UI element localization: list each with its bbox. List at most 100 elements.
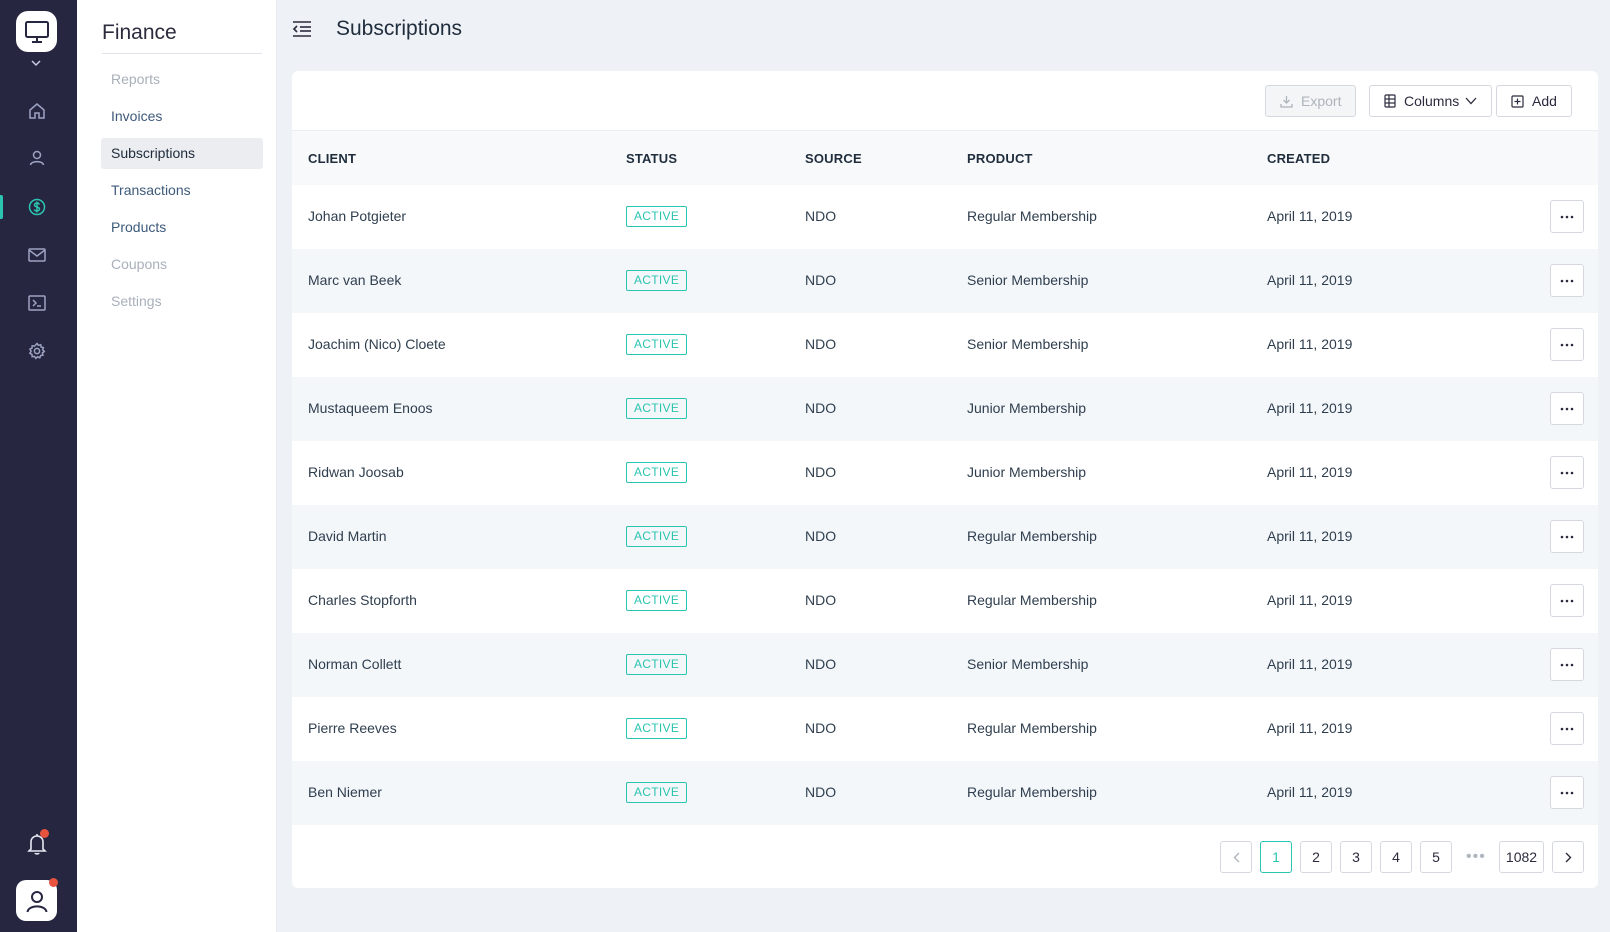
created-cell: April 11, 2019 — [1267, 784, 1353, 800]
ellipsis-icon — [1560, 663, 1574, 666]
page-button[interactable]: 2 — [1300, 841, 1332, 873]
sidebar-item-products[interactable]: Products — [111, 219, 167, 235]
active-indicator — [0, 195, 3, 219]
column-header-client[interactable]: CLIENT — [308, 151, 357, 166]
ellipsis-icon — [1560, 279, 1574, 282]
pagination-ellipsis[interactable]: ••• — [1466, 848, 1486, 865]
status-badge: ACTIVE — [626, 782, 688, 803]
home-icon[interactable] — [24, 98, 50, 124]
product-cell: Senior Membership — [967, 656, 1089, 672]
chevron-down-icon[interactable] — [29, 56, 43, 70]
more-options-button[interactable] — [1550, 584, 1584, 617]
page-button[interactable]: 1 — [1260, 841, 1292, 873]
export-label: Export — [1301, 93, 1342, 109]
notification-dot — [40, 829, 49, 838]
column-header-product[interactable]: PRODUCT — [967, 151, 1033, 166]
table-row[interactable]: Charles Stopforth ACTIVE NDO Regular Mem… — [292, 569, 1598, 633]
more-options-button[interactable] — [1550, 648, 1584, 681]
source-cell: NDO — [805, 592, 837, 608]
ellipsis-icon — [1560, 791, 1574, 794]
menu-collapse-icon[interactable] — [291, 18, 313, 40]
columns-button[interactable]: Columns — [1369, 85, 1493, 117]
more-options-button[interactable] — [1550, 712, 1584, 745]
client-cell: Charles Stopforth — [308, 592, 417, 608]
terminal-icon[interactable] — [24, 290, 50, 316]
page-button[interactable]: 5 — [1420, 841, 1452, 873]
sidebar-item-settings[interactable]: Settings — [111, 293, 162, 309]
more-options-button[interactable] — [1550, 392, 1584, 425]
chevron-right-icon — [1565, 852, 1571, 862]
sidebar-item-invoices[interactable]: Invoices — [111, 108, 163, 124]
more-options-button[interactable] — [1550, 776, 1584, 809]
add-button[interactable]: Add — [1496, 85, 1572, 117]
more-options-button[interactable] — [1550, 264, 1584, 297]
product-cell: Junior Membership — [967, 464, 1087, 480]
source-cell: NDO — [805, 528, 837, 544]
avatar[interactable] — [16, 880, 57, 921]
page-button[interactable]: 4 — [1380, 841, 1412, 873]
mail-icon[interactable] — [24, 242, 50, 268]
desktop-icon[interactable] — [16, 11, 57, 52]
status-badge: ACTIVE — [626, 590, 688, 611]
sidebar-item-transactions[interactable]: Transactions — [111, 182, 191, 198]
status-badge: ACTIVE — [626, 398, 688, 419]
product-cell: Regular Membership — [967, 208, 1097, 224]
product-cell: Regular Membership — [967, 784, 1097, 800]
page-title: Subscriptions — [336, 17, 463, 40]
page-button[interactable]: 3 — [1340, 841, 1372, 873]
user-icon[interactable] — [24, 145, 50, 171]
created-cell: April 11, 2019 — [1267, 720, 1353, 736]
download-icon — [1280, 95, 1293, 108]
product-cell: Regular Membership — [967, 528, 1097, 544]
client-cell: Pierre Reeves — [308, 720, 397, 736]
client-cell: Johan Potgieter — [308, 208, 407, 224]
more-options-button[interactable] — [1550, 456, 1584, 489]
product-cell: Regular Membership — [967, 720, 1097, 736]
prev-page-button[interactable] — [1220, 841, 1252, 873]
table-row[interactable]: Ben Niemer ACTIVE NDO Regular Membership… — [292, 761, 1598, 825]
table-row[interactable]: Pierre Reeves ACTIVE NDO Regular Members… — [292, 697, 1598, 761]
export-button[interactable]: Export — [1265, 85, 1357, 117]
table-row[interactable]: Ridwan Joosab ACTIVE NDO Junior Membersh… — [292, 441, 1598, 505]
more-options-button[interactable] — [1550, 520, 1584, 553]
client-cell: Ben Niemer — [308, 784, 382, 800]
table-row[interactable]: Norman Collett ACTIVE NDO Senior Members… — [292, 633, 1598, 697]
dollar-icon[interactable] — [24, 194, 50, 220]
column-header-created[interactable]: CREATED — [1267, 151, 1331, 166]
table-row[interactable]: Joachim (Nico) Cloete ACTIVE NDO Senior … — [292, 313, 1598, 377]
icon-rail — [0, 0, 77, 932]
source-cell: NDO — [805, 208, 837, 224]
source-cell: NDO — [805, 336, 837, 352]
created-cell: April 11, 2019 — [1267, 592, 1353, 608]
sidebar-item-reports[interactable]: Reports — [111, 71, 161, 87]
next-page-button[interactable] — [1552, 841, 1584, 873]
bell-icon[interactable] — [24, 830, 50, 858]
created-cell: April 11, 2019 — [1267, 656, 1353, 672]
table-row[interactable]: Mustaqueem Enoos ACTIVE NDO Junior Membe… — [292, 377, 1598, 441]
client-cell: Ridwan Joosab — [308, 464, 404, 480]
gear-icon[interactable] — [24, 338, 50, 364]
source-cell: NDO — [805, 400, 837, 416]
client-cell: Joachim (Nico) Cloete — [308, 336, 446, 352]
sidebar-item-subscriptions[interactable]: Subscriptions — [101, 138, 263, 169]
more-options-button[interactable] — [1550, 328, 1584, 361]
created-cell: April 11, 2019 — [1267, 464, 1353, 480]
source-cell: NDO — [805, 784, 837, 800]
sidebar-item-coupons[interactable]: Coupons — [111, 256, 168, 272]
table-row[interactable]: Johan Potgieter ACTIVE NDO Regular Membe… — [292, 185, 1598, 249]
column-header-status[interactable]: STATUS — [626, 151, 678, 166]
ellipsis-icon — [1560, 535, 1574, 538]
more-options-button[interactable] — [1550, 200, 1584, 233]
client-cell: Norman Collett — [308, 656, 402, 672]
client-cell: Mustaqueem Enoos — [308, 400, 433, 416]
columns-label: Columns — [1404, 93, 1460, 109]
source-cell: NDO — [805, 656, 837, 672]
ellipsis-icon — [1560, 343, 1574, 346]
table-row[interactable]: David Martin ACTIVE NDO Regular Membersh… — [292, 505, 1598, 569]
column-header-source[interactable]: SOURCE — [805, 151, 862, 166]
add-icon — [1511, 94, 1524, 108]
page-button-last[interactable]: 1082 — [1499, 841, 1544, 873]
table-row[interactable]: Marc van Beek ACTIVE NDO Senior Membersh… — [292, 249, 1598, 313]
status-badge: ACTIVE — [626, 718, 688, 739]
created-cell: April 11, 2019 — [1267, 528, 1353, 544]
